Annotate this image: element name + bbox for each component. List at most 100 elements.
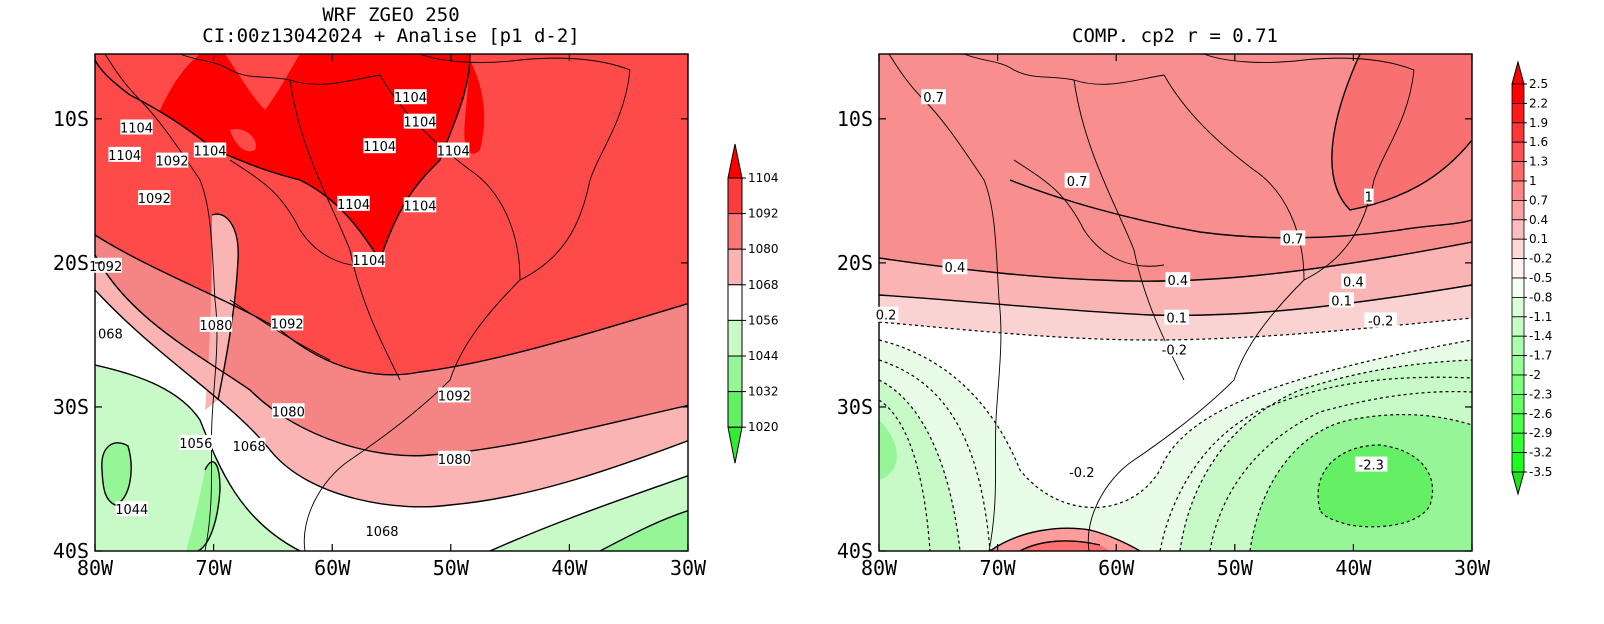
contour-label-bg bbox=[1364, 188, 1374, 204]
colorbar-label: 0.1 bbox=[1529, 232, 1548, 246]
colorbar-label: 2.2 bbox=[1529, 96, 1548, 110]
right-axes: 80W 70W 60W 50W 40W 30W 10S 20S 30S 40S bbox=[837, 54, 1491, 580]
contour-label: -0.2 bbox=[1162, 343, 1187, 358]
colorbar-label: 1.3 bbox=[1529, 155, 1548, 169]
x-tick-label: 70W bbox=[980, 556, 1017, 580]
contour-label: 0.4 bbox=[1168, 274, 1189, 289]
colorbar-label: 1056 bbox=[748, 313, 779, 327]
colorbar-label: 1.6 bbox=[1529, 135, 1548, 149]
colorbar-segment bbox=[1511, 199, 1525, 221]
colorbar-segment bbox=[727, 355, 743, 393]
contour-label-bg bbox=[1341, 273, 1366, 289]
contour-label-bg bbox=[270, 315, 304, 331]
colorbar-top-triangle bbox=[1511, 60, 1525, 85]
contour-label-bg bbox=[942, 259, 968, 275]
left-title-line1: WRF ZGEO 250 bbox=[322, 4, 459, 26]
contour-label: 1104 bbox=[108, 149, 141, 164]
right-map-fill bbox=[879, 54, 1472, 551]
colorbar-label: 1092 bbox=[748, 207, 779, 221]
contour-label: -2.3 bbox=[1359, 459, 1384, 474]
contour-label: 0.4 bbox=[1343, 276, 1364, 291]
contour-label: 1044 bbox=[115, 503, 148, 518]
contour-label-bg bbox=[1280, 230, 1306, 246]
contour-label-bg bbox=[921, 89, 946, 105]
right-colorbar: 2.5 2.2 1.9 1.6 1.3 1 0.7 0.4 0.1 -0.2 -0.5 -0.8 -1.… bbox=[1511, 60, 1552, 496]
colorbar-label: 1032 bbox=[748, 385, 779, 399]
colorbar-segment bbox=[1511, 335, 1525, 357]
contour-label: 0.7 bbox=[1283, 232, 1304, 247]
colorbar-segment bbox=[1511, 432, 1525, 454]
x-tick-label: 30W bbox=[1454, 556, 1491, 580]
colorbar-label: 1080 bbox=[748, 242, 779, 256]
colorbar-segment bbox=[1511, 296, 1525, 318]
colorbar-segment bbox=[727, 213, 743, 250]
colorbar-segment bbox=[727, 284, 743, 321]
contour-label: 0.1 bbox=[1166, 312, 1187, 327]
contour-label-bg bbox=[363, 138, 396, 154]
contour-label: 1092 bbox=[138, 192, 171, 207]
contour-label: 0.7 bbox=[923, 91, 944, 106]
colorbar-label: 1104 bbox=[748, 171, 779, 185]
contour-label: 1104 bbox=[352, 254, 385, 269]
contour-label: 1104 bbox=[403, 199, 436, 214]
x-tick-label: 30W bbox=[670, 556, 707, 580]
contour-label: 1092 bbox=[438, 389, 471, 404]
colorbar-label: -1.1 bbox=[1529, 310, 1552, 324]
contour-label: 1068 bbox=[365, 525, 398, 540]
y-tick-label: 40S bbox=[53, 539, 89, 563]
colorbar-label: 2.5 bbox=[1529, 77, 1548, 91]
colorbar-label: -2.6 bbox=[1529, 407, 1552, 421]
left-plot-frame bbox=[94, 53, 689, 552]
contour-label-bg bbox=[352, 252, 386, 268]
right-title: COMP. cp2 r = 0.71 bbox=[1072, 25, 1278, 47]
colorbar-segment bbox=[1511, 83, 1525, 104]
colorbar-segment bbox=[1511, 219, 1525, 240]
colorbar-segment bbox=[1511, 141, 1525, 162]
contour-label-bg bbox=[337, 195, 370, 211]
contour-label-bg bbox=[403, 113, 437, 129]
contour-label: 0.7 bbox=[1067, 175, 1088, 190]
contour-label: 1104 bbox=[437, 145, 470, 160]
colorbar-segment bbox=[727, 248, 743, 286]
y-tick-label: 20S bbox=[53, 251, 89, 275]
contour-label: 0.2 bbox=[876, 309, 897, 324]
colorbar-segment bbox=[1511, 413, 1525, 434]
y-tick-label: 20S bbox=[837, 251, 873, 275]
contour-label: 1092 bbox=[156, 155, 189, 170]
y-tick-label: 40S bbox=[837, 539, 873, 563]
colorbar-label: 1044 bbox=[748, 349, 779, 363]
left-title-line2: CI:00z13042024 + Analise [p1 d-2] bbox=[202, 25, 580, 47]
y-tick-label: 10S bbox=[53, 107, 89, 131]
contour-label-bg bbox=[108, 146, 141, 162]
contour-label-bg bbox=[1354, 456, 1388, 472]
colorbar-segment bbox=[1511, 393, 1525, 415]
colorbar-label: 0.7 bbox=[1529, 193, 1548, 207]
colorbar-label: -3.5 bbox=[1529, 465, 1552, 479]
colorbar-label: -0.2 bbox=[1529, 252, 1552, 266]
contour-label: 1068 bbox=[233, 440, 266, 455]
contour-label-bg bbox=[403, 197, 437, 213]
colorbar-top-triangle bbox=[727, 143, 743, 179]
colorbar-segment bbox=[1511, 355, 1525, 376]
colorbar-label: -2 bbox=[1529, 368, 1541, 382]
colorbar-bottom-triangle bbox=[1511, 471, 1525, 496]
right-panel: COMP. cp2 r = 0.71 bbox=[837, 25, 1553, 580]
contour-label-bg bbox=[1165, 272, 1191, 288]
contour-label-bg bbox=[193, 142, 227, 158]
contour-label: 0.4 bbox=[945, 261, 966, 276]
contour-label-bg bbox=[1329, 292, 1354, 308]
left-map-fill bbox=[95, 54, 688, 551]
y-tick-label: 30S bbox=[53, 395, 89, 419]
contour-label-bg bbox=[199, 316, 233, 332]
contour-label: 1080 bbox=[272, 405, 305, 420]
colorbar-segment bbox=[1511, 238, 1525, 259]
contour-label-bg bbox=[179, 434, 213, 450]
contour-label-bg bbox=[438, 450, 471, 466]
x-tick-label: 40W bbox=[1335, 556, 1372, 580]
colorbar-segment bbox=[1511, 374, 1525, 395]
contour-label-bg bbox=[232, 437, 266, 453]
colorbar-label: 1 bbox=[1529, 174, 1537, 188]
colorbar-segment bbox=[1511, 316, 1525, 337]
y-tick-label: 30S bbox=[837, 395, 873, 419]
contour-label-bg bbox=[272, 403, 305, 419]
